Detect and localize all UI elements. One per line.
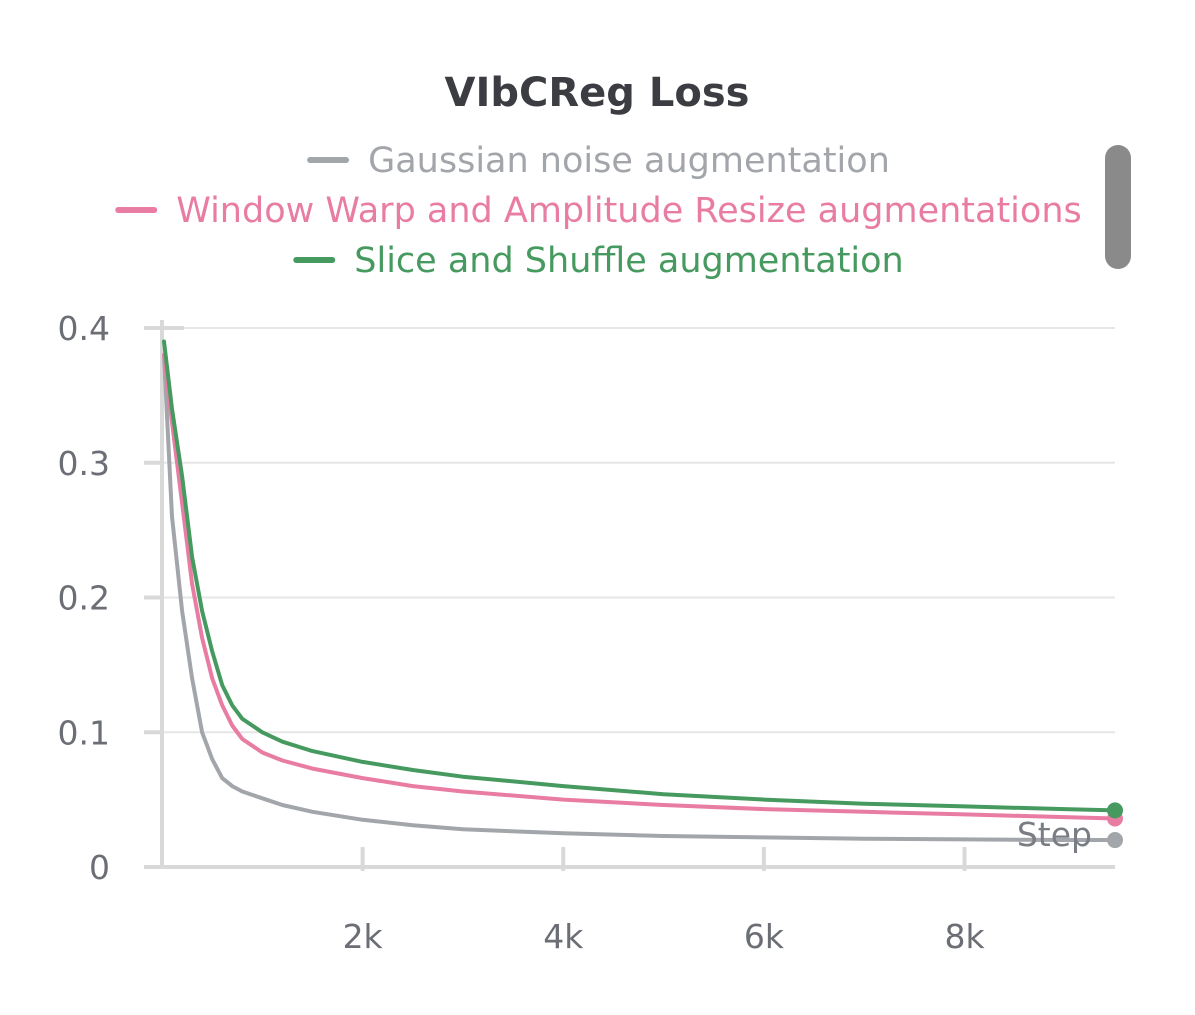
legend-item[interactable]: Slice and Shuffle augmentation — [293, 241, 904, 281]
series-end-marker[interactable] — [1107, 832, 1123, 849]
legend-label: Slice and Shuffle augmentation — [354, 241, 904, 281]
grid — [162, 327, 1115, 734]
x-tick-label: 4k — [543, 917, 584, 956]
y-tick-label: 0 — [89, 848, 110, 887]
x-axis-label: Step — [1017, 815, 1092, 854]
chart-title: VIbCReg Loss — [445, 70, 750, 116]
axes: 0 0.1 0.2 0.3 0.4 2k 4k 6k 8k — [58, 309, 1115, 956]
legend-label: Gaussian noise augmentation — [368, 141, 890, 181]
series-end-marker[interactable] — [1107, 802, 1123, 819]
legend-item[interactable]: Window Warp and Amplitude Resize augment… — [115, 191, 1082, 231]
x-tick-label: 2k — [343, 917, 384, 956]
legend-scrollbar[interactable] — [1105, 145, 1131, 269]
series-line[interactable] — [162, 353, 1117, 821]
y-tick-label: 0.3 — [58, 444, 110, 483]
legend-item[interactable]: Gaussian noise augmentation — [307, 141, 890, 181]
y-tick-label: 0.1 — [58, 713, 110, 752]
y-tick-label: 0.4 — [58, 309, 110, 348]
series-line[interactable] — [162, 339, 1117, 813]
legend-label: Window Warp and Amplitude Resize augment… — [176, 191, 1082, 231]
x-tick-label: 8k — [944, 917, 985, 956]
series-line[interactable] — [162, 353, 1117, 842]
y-tick-label: 0.2 — [58, 579, 110, 618]
series-layer — [162, 339, 1123, 849]
legend: Gaussian noise augmentation Window Warp a… — [115, 141, 1082, 281]
x-tick-label: 6k — [744, 917, 785, 956]
